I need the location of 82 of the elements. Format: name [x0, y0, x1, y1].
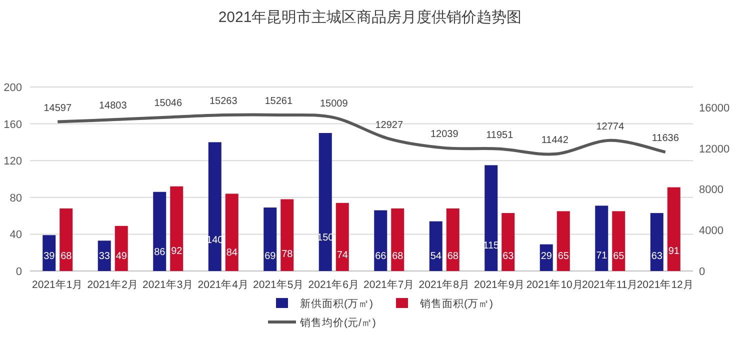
- data-label: 12774: [596, 121, 624, 132]
- y-tick-label: 120: [4, 156, 22, 168]
- y-tick-label: 40: [10, 229, 22, 242]
- bar: [225, 194, 238, 271]
- bar: [391, 208, 404, 271]
- x-tick-label: 2021年4月: [198, 279, 249, 291]
- data-label: 12039: [430, 128, 459, 140]
- x-tick-label: 2021年11月: [582, 279, 638, 291]
- x-tick-label: 2021年6月: [308, 279, 360, 291]
- data-label: 78: [282, 249, 294, 260]
- data-label: 63: [651, 251, 663, 262]
- data-label: 66: [375, 251, 387, 262]
- data-label: 15009: [320, 98, 348, 110]
- data-label: 92: [171, 246, 183, 257]
- bar: [446, 208, 460, 271]
- data-label: 65: [558, 251, 570, 262]
- y2-tick-label: 12000: [699, 143, 730, 156]
- data-label: 91: [668, 246, 680, 258]
- bar: [374, 210, 388, 271]
- y-tick-label: 200: [4, 82, 22, 94]
- data-label: 68: [60, 251, 72, 262]
- data-label: 54: [430, 251, 442, 262]
- data-label: 63: [502, 251, 514, 262]
- bar: [208, 142, 222, 271]
- y-tick-label: 80: [10, 192, 22, 204]
- x-tick-label: 2021年10月: [526, 279, 584, 291]
- bar: [318, 133, 332, 271]
- bar: [667, 187, 680, 271]
- data-label: 39: [44, 251, 56, 262]
- data-label: 14597: [44, 102, 72, 114]
- data-label: 68: [447, 251, 459, 262]
- bar: [612, 211, 626, 271]
- bar: [650, 213, 664, 271]
- data-label: 14803: [98, 100, 128, 112]
- data-label: 86: [154, 247, 166, 258]
- y-tick-label: 160: [4, 118, 22, 131]
- y2-tick-label: 16000: [699, 102, 730, 114]
- bar: [556, 211, 570, 271]
- bar: [114, 226, 128, 271]
- y-tick-label: 0: [16, 266, 22, 278]
- y2-tick-label: 4000: [699, 225, 724, 238]
- data-label: 11951: [486, 130, 514, 141]
- data-label: 68: [392, 251, 404, 262]
- data-label: 65: [613, 251, 625, 262]
- legend-label: 销售面积(万㎡): [419, 298, 493, 310]
- bar: [280, 199, 294, 271]
- data-label: 33: [98, 251, 110, 262]
- chart-title: 2021年昆明市主城区商品房月度供销价趋势图: [218, 9, 522, 26]
- x-tick-label: 2021年1月: [32, 279, 84, 291]
- bar: [484, 165, 498, 271]
- bar: [170, 186, 184, 271]
- bar: [60, 208, 73, 271]
- data-label: 15261: [264, 96, 293, 107]
- data-label: 12927: [375, 120, 404, 131]
- x-tick-label: 2021年12月: [636, 279, 694, 291]
- bar: [264, 208, 277, 271]
- x-tick-label: 2021年9月: [474, 279, 526, 291]
- data-label: 84: [226, 248, 238, 259]
- data-label: 74: [336, 250, 348, 261]
- bar: [429, 221, 442, 271]
- data-label: 71: [596, 250, 608, 262]
- data-label: 49: [116, 251, 128, 262]
- bar: [153, 192, 166, 271]
- bar: [595, 206, 608, 271]
- data-label: 69: [264, 251, 276, 262]
- data-label: 29: [540, 251, 552, 262]
- x-tick-label: 2021年3月: [142, 279, 194, 291]
- bar: [42, 235, 56, 271]
- bar: [336, 202, 349, 271]
- bar: [502, 213, 515, 271]
- data-label: 15046: [154, 98, 182, 110]
- x-tick-label: 2021年8月: [418, 279, 470, 291]
- legend-label: 新供面积(万㎡): [300, 297, 373, 310]
- data-label: 15263: [209, 96, 238, 107]
- y2-tick-label: 0: [699, 266, 706, 278]
- x-tick-label: 2021年5月: [253, 279, 304, 291]
- x-tick-label: 2021年7月: [364, 279, 415, 291]
- data-label: 11636: [652, 133, 680, 144]
- y2-tick-label: 8000: [699, 184, 724, 196]
- data-label: 11442: [541, 135, 569, 146]
- x-tick-label: 2021年2月: [87, 279, 138, 291]
- legend-label: 销售均价(元/㎡): [299, 317, 376, 329]
